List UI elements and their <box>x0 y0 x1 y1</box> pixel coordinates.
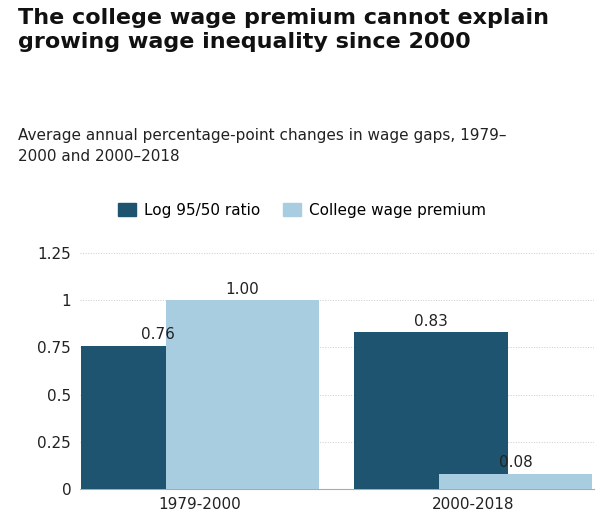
Text: The college wage premium cannot explain
growing wage inequality since 2000: The college wage premium cannot explain … <box>18 8 550 52</box>
Bar <box>81 346 234 489</box>
Legend: Log 95/50 ratio, College wage premium: Log 95/50 ratio, College wage premium <box>118 203 486 218</box>
Bar <box>166 301 319 489</box>
Text: 0.08: 0.08 <box>499 455 532 470</box>
Text: 0.76: 0.76 <box>141 327 174 342</box>
Bar <box>439 474 592 489</box>
Text: 0.83: 0.83 <box>414 314 448 329</box>
Text: 1.00: 1.00 <box>225 282 259 296</box>
Bar <box>354 332 507 489</box>
Text: Average annual percentage-point changes in wage gaps, 1979–
2000 and 2000–2018: Average annual percentage-point changes … <box>18 128 507 164</box>
